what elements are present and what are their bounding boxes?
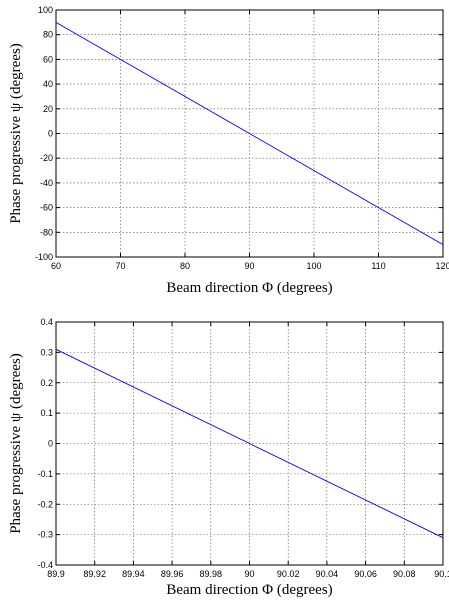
x-tick-label: 89.98 [200,569,223,579]
y-axis-label-top: Phase progressive ψ (degrees) [8,43,24,224]
x-tick-label: 120 [435,261,449,271]
y-tick-label: -0.4 [37,560,53,570]
y-tick-label: -40 [40,178,53,188]
x-tick-labels-top: 60 70 80 90 100 110 120 [51,10,449,271]
series-line [55,348,444,539]
y-tick-label: 0.3 [40,347,53,357]
x-tick-label: 70 [115,261,125,271]
y-tick-label: -0.3 [37,530,53,540]
y-axis-label-bottom: Phase progressive ψ (degrees) [8,353,24,534]
y-tick-label: -100 [35,252,53,262]
x-tick-label: 90.02 [277,569,300,579]
x-tick-labels-bottom: 89.9 89.92 89.94 89.96 89.98 90 90.02 90.04 90.0… [47,322,449,579]
x-tick-label: 90 [244,261,254,271]
y-tick-label: 60 [43,54,53,64]
y-tick-label: 100 [38,5,53,15]
y-tick-labels-bottom: 0.4 0.3 0.2 0.1 0 -0.1 -0.2 -0.3 -0.4 [37,317,443,570]
series-line [55,21,444,246]
grid-lines-bottom [56,322,443,565]
x-tick-label: 80 [180,261,190,271]
y-tick-label: -80 [40,227,53,237]
chart-bottom: 89.9 89.92 89.94 89.96 89.98 90 90.02 90.04 90.0… [8,317,449,598]
x-tick-label: 100 [306,261,321,271]
y-tick-label: -60 [40,203,53,213]
series-lines-bottom [55,348,444,539]
x-axis-label-bottom: Beam direction Φ (degrees) [166,582,332,598]
x-tick-label: 89.9 [47,569,65,579]
x-axis-label-top: Beam direction Φ (degrees) [166,280,332,296]
y-tick-label: -20 [40,153,53,163]
y-tick-label: 40 [43,79,53,89]
x-tick-label: 90.06 [354,569,377,579]
y-tick-label: -0.2 [37,499,53,509]
y-tick-label: 0 [48,439,53,449]
chart-top: 60 70 80 90 100 110 120 100 80 60 40 20 0 -20 -40 -60 -… [8,5,449,296]
y-tick-label: 80 [43,30,53,40]
x-tick-label: 90.04 [316,569,339,579]
y-tick-label: 20 [43,104,53,114]
x-tick-label: 90 [244,569,254,579]
x-tick-label: 60 [51,261,61,271]
x-tick-label: 89.96 [161,569,184,579]
series-lines-top [55,21,444,246]
y-tick-label: 0.1 [40,408,53,418]
x-tick-label: 110 [371,261,385,271]
x-tick-label: 90.08 [393,569,416,579]
y-tick-label: 0 [48,129,53,139]
y-tick-label: 0.2 [40,378,53,388]
x-tick-label: 89.92 [83,569,106,579]
y-tick-label: 0.4 [40,317,53,327]
x-tick-label: 90.1 [434,569,449,579]
x-tick-label: 89.94 [122,569,145,579]
y-tick-labels-top: 100 80 60 40 20 0 -20 -40 -60 -80 -100 [35,5,443,262]
y-tick-label: -0.1 [37,469,53,479]
